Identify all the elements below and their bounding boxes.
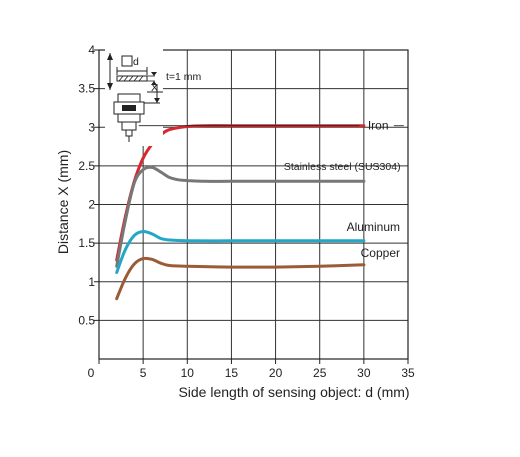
y-tick-label: 4	[88, 43, 95, 57]
x-tick-label: 20	[269, 366, 283, 380]
y-tick-label: 3.5	[78, 82, 95, 96]
y-tick-label: 3	[88, 120, 95, 134]
y-tick-label: 1	[88, 275, 95, 289]
y-tick-label: 2.5	[78, 159, 95, 173]
x-tick-label: 0	[88, 366, 95, 380]
axes: 0 5 10 15 20 25 30 35 0.5 1 1.5 2 2.5 3 3.5 4	[78, 43, 415, 380]
series	[115, 124, 366, 301]
series-line-stainless-steel	[115, 165, 366, 268]
x-tick-label: 30	[357, 366, 371, 380]
series-label-iron: Iron	[368, 119, 389, 133]
y-tick-label: 1.5	[78, 236, 95, 250]
series-labels: Iron Stainless steel (SUS304) Aluminum Copp…	[138, 119, 404, 260]
x-tick-label: 35	[401, 366, 415, 380]
x-tick-label: 25	[313, 366, 327, 380]
x-tick-label: 10	[181, 366, 195, 380]
series-line-copper	[115, 256, 366, 301]
inset-t-label: t=1 mm	[166, 71, 202, 83]
x-tick-label: 15	[225, 366, 239, 380]
series-label-aluminum: Aluminum	[347, 220, 400, 234]
series-label-copper: Copper	[361, 246, 400, 260]
y-axis-title: Distance X (mm)	[55, 150, 71, 254]
sensor-diagram: d t=1 mm X	[105, 46, 202, 146]
y-tick-label: 0.5	[78, 313, 95, 327]
y-tick-label: 2	[88, 198, 95, 212]
x-axis-title: Side length of sensing object: d (mm)	[178, 384, 409, 400]
series-label-stainless-steel: Stainless steel (SUS304)	[284, 161, 401, 173]
series-line-aluminum	[115, 229, 366, 274]
x-tick-label: 5	[140, 366, 147, 380]
inset-x-label: X	[151, 82, 158, 94]
inset-d-label: d	[133, 56, 139, 68]
